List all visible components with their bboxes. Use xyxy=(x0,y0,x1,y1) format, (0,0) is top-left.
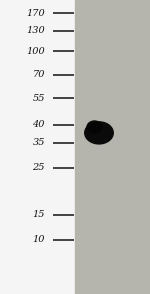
Text: 40: 40 xyxy=(33,121,45,129)
Text: 15: 15 xyxy=(33,210,45,219)
Text: 25: 25 xyxy=(33,163,45,172)
Ellipse shape xyxy=(87,123,96,137)
Text: 70: 70 xyxy=(33,71,45,79)
Text: 100: 100 xyxy=(26,47,45,56)
Bar xyxy=(0,0,75,294)
Text: 130: 130 xyxy=(26,26,45,35)
Text: 55: 55 xyxy=(33,94,45,103)
Text: 170: 170 xyxy=(26,9,45,18)
Text: 35: 35 xyxy=(33,138,45,147)
Ellipse shape xyxy=(87,121,102,133)
Ellipse shape xyxy=(85,122,113,144)
Bar xyxy=(75,0,150,294)
Text: 10: 10 xyxy=(33,235,45,244)
